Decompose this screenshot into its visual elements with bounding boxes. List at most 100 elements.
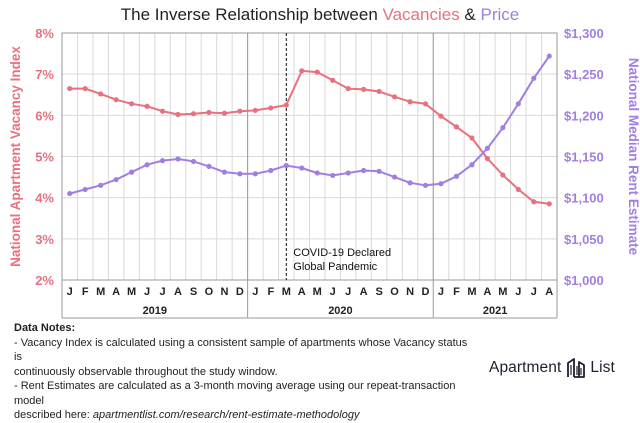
rent-point bbox=[546, 53, 552, 59]
x-tick-label: M bbox=[127, 286, 136, 298]
rent-point bbox=[500, 125, 506, 131]
vacancy-point bbox=[113, 97, 119, 103]
rent-point bbox=[330, 172, 336, 179]
vacancy-point bbox=[546, 201, 552, 207]
title-prefix: The Inverse Relationship between bbox=[121, 5, 383, 24]
data-notes: Data Notes: - Vacancy Index is calculate… bbox=[14, 321, 474, 423]
vacancy-point bbox=[345, 85, 351, 92]
x-tick-label: M bbox=[498, 286, 507, 298]
rent-point bbox=[407, 180, 413, 186]
rent-point bbox=[252, 171, 258, 177]
x-tick-label: O bbox=[390, 286, 399, 298]
rent-line bbox=[69, 55, 551, 195]
x-tick-label: M bbox=[467, 286, 476, 298]
x-tick-label: S bbox=[375, 286, 382, 298]
annotation: COVID-19 Declared Global Pandemic bbox=[285, 33, 391, 280]
vacancy-point bbox=[283, 102, 289, 108]
rent-point bbox=[159, 158, 166, 164]
x-tick-label: D bbox=[422, 286, 430, 298]
x-tick-label: J bbox=[438, 286, 444, 298]
x-tick-label: N bbox=[406, 286, 414, 298]
x-tick-label: A bbox=[298, 286, 306, 298]
rent-point bbox=[82, 186, 88, 193]
vacancy-point bbox=[531, 199, 537, 205]
vacancy-point bbox=[268, 105, 274, 111]
methodology-url: apartmentlist.com/research/rent-estimate… bbox=[92, 409, 360, 421]
apartment-list-logo-icon bbox=[567, 358, 586, 378]
vacancy-point bbox=[252, 107, 258, 113]
year-label: 2019 bbox=[143, 305, 167, 317]
vacancy-point bbox=[453, 124, 460, 130]
x-tick-label: J bbox=[159, 286, 165, 298]
brand-word-1: Apartment bbox=[489, 359, 562, 376]
vacancy-point bbox=[330, 77, 336, 83]
y-right-tick-label: $1,050 bbox=[564, 232, 604, 247]
vacancy-point bbox=[422, 101, 429, 107]
x-tick-label: N bbox=[220, 286, 228, 298]
notes-line-3: - Rent Estimates are calculated as a 3-m… bbox=[14, 380, 456, 407]
vacancy-point bbox=[407, 99, 413, 105]
rent-point bbox=[98, 182, 104, 188]
notes-line-2: continuously observable throughout the s… bbox=[14, 365, 278, 378]
vacancy-point bbox=[314, 69, 320, 75]
vacancy-point bbox=[484, 155, 490, 162]
rent-point bbox=[206, 163, 212, 169]
rent-point bbox=[299, 165, 305, 171]
y-left-tick-label: 7% bbox=[35, 67, 54, 82]
x-tick-label: M bbox=[282, 286, 291, 298]
series-vacancy bbox=[67, 68, 552, 207]
rent-point bbox=[515, 101, 521, 107]
rent-point bbox=[345, 170, 351, 176]
year-label: 2020 bbox=[328, 305, 352, 317]
rent-point bbox=[221, 169, 228, 175]
vacancy-point bbox=[376, 88, 382, 95]
vacancy-point bbox=[67, 85, 73, 92]
x-tick-label: S bbox=[190, 286, 197, 298]
vacancy-point bbox=[144, 103, 150, 109]
x-tick-label: A bbox=[174, 286, 182, 298]
vacancy-point bbox=[515, 186, 521, 193]
vacancy-point bbox=[237, 108, 243, 114]
y-right-tick-label: $1,300 bbox=[564, 26, 604, 41]
rent-point bbox=[469, 162, 475, 168]
grid bbox=[62, 32, 557, 281]
y-left-tick-label: 4% bbox=[35, 191, 54, 206]
rent-point bbox=[268, 167, 274, 174]
y-right-tick-label: $1,150 bbox=[564, 150, 604, 165]
x-tick-label: F bbox=[82, 286, 89, 298]
rent-point bbox=[144, 162, 150, 168]
y-left-axis-title: National Apartment Vacancy Index bbox=[8, 46, 23, 267]
plot-border bbox=[61, 32, 558, 281]
rent-point bbox=[422, 182, 429, 188]
chart-title: The Inverse Relationship between Vacanci… bbox=[121, 5, 519, 24]
y-left-tick-label: 8% bbox=[35, 26, 54, 41]
chart: The Inverse Relationship between Vacanci… bbox=[8, 5, 640, 319]
vacancy-point bbox=[361, 86, 367, 92]
rent-point bbox=[453, 173, 460, 179]
y-right-tick-label: $1,200 bbox=[564, 108, 604, 123]
rent-point bbox=[438, 181, 444, 187]
series-layer bbox=[67, 53, 552, 207]
vacancy-point bbox=[82, 85, 88, 92]
x-tick-label: O bbox=[205, 286, 214, 298]
notes-line-4-prefix: described here: bbox=[14, 409, 93, 421]
y-left-tick-label: 6% bbox=[35, 108, 54, 123]
x-tick-label: J bbox=[144, 286, 150, 298]
x-tick-label: J bbox=[252, 286, 258, 298]
x-tick-label: A bbox=[360, 286, 368, 298]
rent-point bbox=[237, 171, 243, 177]
x-tick-label: J bbox=[330, 286, 336, 298]
rent-point bbox=[175, 156, 181, 162]
rent-point bbox=[283, 162, 289, 169]
x-tick-label: M bbox=[313, 286, 322, 298]
rent-point bbox=[391, 174, 398, 180]
x-tick-label: F bbox=[267, 286, 274, 298]
notes-heading: Data Notes: bbox=[14, 322, 76, 334]
brand-word-2: List bbox=[590, 359, 615, 376]
vacancy-point bbox=[190, 111, 197, 117]
title-price: Price bbox=[481, 5, 520, 24]
brand-logo: Apartment List bbox=[489, 355, 615, 381]
rent-point bbox=[361, 167, 367, 174]
rent-point bbox=[113, 176, 119, 183]
